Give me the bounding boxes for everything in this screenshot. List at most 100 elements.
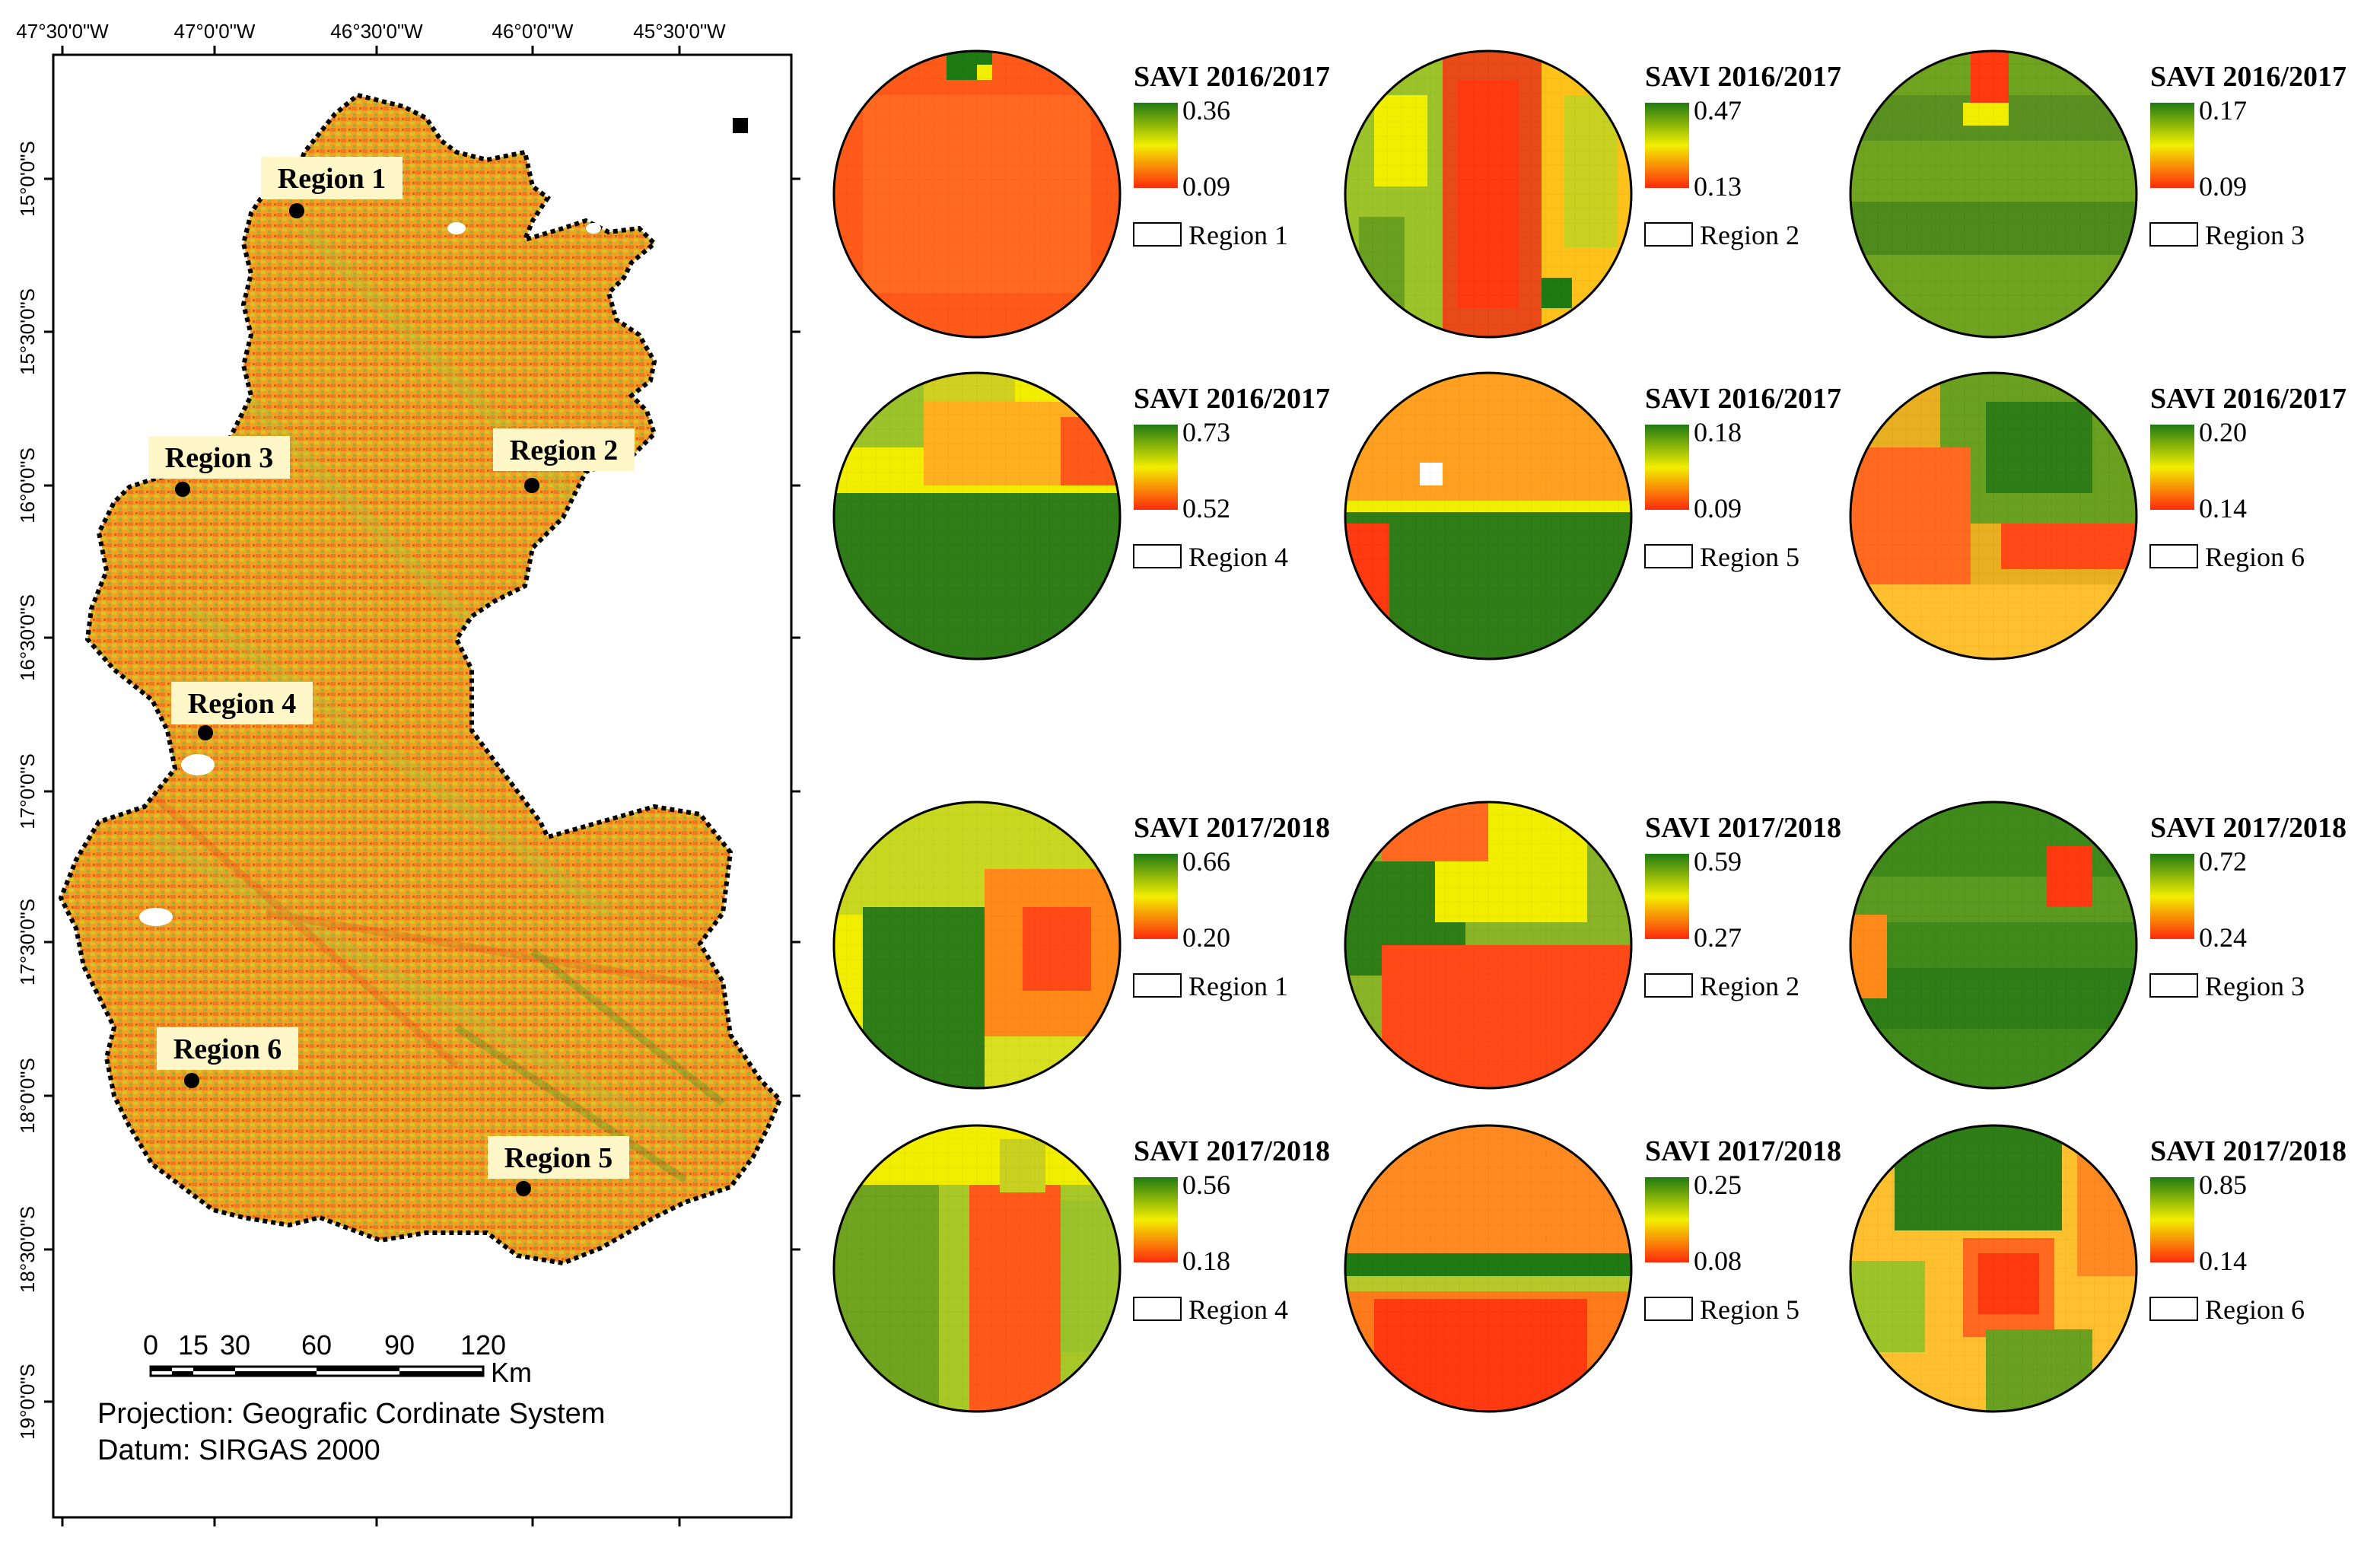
panel-6-title: SAVI 2016/2017: [2150, 383, 2347, 415]
panel-8-region-swatch: [1644, 973, 1693, 998]
region-4-point: [198, 725, 213, 740]
panel-12-min-value: 0.14: [2199, 1246, 2247, 1276]
map-marker-square: [733, 118, 748, 133]
region-6-marker[interactable]: Region 6: [157, 1027, 298, 1088]
panel-1-colorbar: [1134, 103, 1178, 188]
scale-tick-90: 90: [384, 1329, 415, 1361]
panel-11-region-swatch: [1644, 1297, 1693, 1321]
panel-2-colorbar: [1645, 103, 1689, 188]
region-2-marker[interactable]: Region 2: [493, 428, 635, 493]
panel-8-region-label: Region 2: [1700, 971, 1799, 1001]
lat-label-9: 19°0'0"S: [16, 1364, 39, 1440]
lat-label-8: 18°30'0"S: [16, 1206, 39, 1293]
panel-5-max-value: 0.18: [1694, 417, 1742, 447]
scale-tick-30: 30: [220, 1329, 250, 1361]
lon-label-1: 47°30'0"W: [16, 20, 109, 43]
region-6-label: Region 6: [173, 1033, 282, 1065]
panel-9-outline: [1849, 801, 2138, 1090]
region-5-marker[interactable]: Region 5: [488, 1136, 629, 1196]
lon-label-4: 46°0'0"W: [492, 20, 574, 43]
panel-2-title: SAVI 2016/2017: [1645, 61, 1841, 93]
panel-12-outline: [1849, 1124, 2138, 1413]
panel-4-max-value: 0.73: [1182, 417, 1230, 447]
panel-2-max-value: 0.47: [1694, 95, 1742, 126]
scale-tick-60: 60: [301, 1329, 332, 1361]
region-1-label: Region 1: [278, 163, 387, 195]
panel-8-image: [1345, 802, 1631, 1088]
panel-11-outline: [1344, 1124, 1633, 1413]
panel-1-title: SAVI 2016/2017: [1134, 61, 1330, 93]
panel-10-image: [834, 1125, 1120, 1412]
panel-4-region-swatch: [1133, 544, 1182, 568]
panel-8-colorbar: [1645, 854, 1689, 939]
scale-tick-120: 120: [460, 1329, 506, 1361]
lat-label-1: 15°0'0"S: [16, 141, 39, 217]
panel-2-outline: [1344, 49, 1633, 339]
panel-5-title: SAVI 2016/2017: [1645, 383, 1841, 415]
panel-2-region-swatch: [1644, 222, 1693, 247]
panel-4-region-label: Region 4: [1188, 542, 1288, 572]
panel-10-region-swatch: [1133, 1297, 1182, 1321]
panel-7-title: SAVI 2017/2018: [1134, 812, 1330, 844]
panel-6-colorbar: [2150, 425, 2194, 510]
panel-11-colorbar: [1645, 1177, 1689, 1262]
panel-11-title: SAVI 2017/2018: [1645, 1135, 1841, 1167]
region-2-label: Region 2: [510, 434, 619, 466]
panel-9-min-value: 0.24: [2199, 922, 2247, 953]
panel-3-region-label: Region 3: [2205, 220, 2305, 250]
lon-label-2: 47°0'0"W: [174, 20, 256, 43]
panel-9-title: SAVI 2017/2018: [2150, 812, 2347, 844]
panel-1-min-value: 0.09: [1182, 171, 1230, 202]
panel-10-max-value: 0.56: [1182, 1170, 1230, 1200]
panel-8-max-value: 0.59: [1694, 846, 1742, 877]
lat-label-2: 15°30'0"S: [16, 288, 39, 375]
panel-12-max-value: 0.85: [2199, 1170, 2247, 1200]
panel-9-colorbar: [2150, 854, 2194, 939]
map-frame-ticks: [44, 46, 800, 1526]
region-5-label: Region 5: [504, 1142, 613, 1174]
panel-9-region-label: Region 3: [2205, 971, 2305, 1001]
panel-1-outline: [832, 49, 1122, 339]
region-1-marker[interactable]: Region 1: [261, 157, 402, 218]
lon-label-3: 46°30'0"W: [330, 20, 423, 43]
panel-7-image: [834, 802, 1120, 1088]
panel-10-min-value: 0.18: [1182, 1246, 1230, 1276]
panel-11-min-value: 0.08: [1694, 1246, 1742, 1276]
panel-5-colorbar: [1645, 425, 1689, 510]
projection-text: Projection: Geografic Cordinate System: [97, 1398, 605, 1430]
panel-5-outline: [1344, 371, 1633, 660]
region-6-point: [184, 1073, 199, 1088]
region-2-point: [524, 478, 539, 493]
panel-8-outline: [1344, 801, 1633, 1090]
panel-8-title: SAVI 2017/2018: [1645, 812, 1841, 844]
region-3-point: [175, 482, 190, 497]
scale-unit: Km: [491, 1357, 532, 1388]
panel-12-colorbar: [2150, 1177, 2194, 1262]
panel-5-region-label: Region 5: [1700, 542, 1799, 572]
lat-label-7: 18°0'0"S: [16, 1058, 39, 1134]
panel-7-max-value: 0.66: [1182, 846, 1230, 877]
panel-1-region-label: Region 1: [1188, 220, 1288, 250]
region-3-marker[interactable]: Region 3: [148, 436, 290, 497]
panel-12-title: SAVI 2017/2018: [2150, 1135, 2347, 1167]
panel-7-min-value: 0.20: [1182, 922, 1230, 953]
panel-4-outline: [832, 371, 1122, 660]
scale-bar: 0 15 30 60 90 120 Km: [143, 1329, 532, 1388]
region-3-label: Region 3: [165, 442, 274, 474]
region-4-marker[interactable]: Region 4: [171, 682, 313, 740]
panel-7-region-label: Region 1: [1188, 971, 1288, 1001]
panel-2-min-value: 0.13: [1694, 171, 1742, 202]
scale-tick-15: 15: [178, 1329, 208, 1361]
region-1-point: [289, 203, 304, 218]
scale-tick-0: 0: [143, 1329, 158, 1361]
panel-4-title: SAVI 2016/2017: [1134, 383, 1330, 415]
panel-8-min-value: 0.27: [1694, 922, 1742, 953]
